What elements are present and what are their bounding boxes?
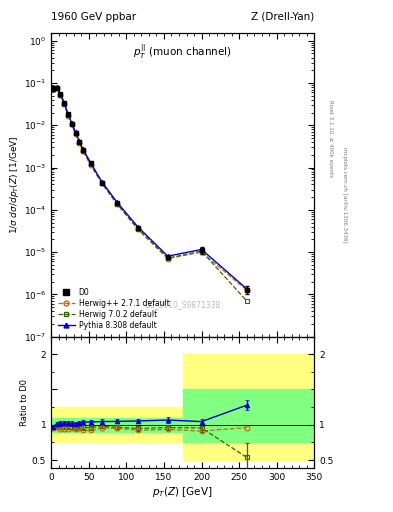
Y-axis label: $1/\sigma\;d\sigma/dp_T(Z)$ [1/GeV]: $1/\sigma\;d\sigma/dp_T(Z)$ [1/GeV] [8, 136, 21, 234]
X-axis label: $p_T(Z)$ [GeV]: $p_T(Z)$ [GeV] [152, 485, 213, 499]
Text: mcplots.cern.ch [arXiv:1306.3436]: mcplots.cern.ch [arXiv:1306.3436] [342, 147, 347, 242]
Text: 1960 GeV ppbar: 1960 GeV ppbar [51, 11, 136, 22]
Text: D0_2010_S9871338: D0_2010_S9871338 [145, 301, 221, 309]
Text: $p_T^{||}$ (muon channel): $p_T^{||}$ (muon channel) [133, 42, 232, 61]
Y-axis label: Ratio to D0: Ratio to D0 [20, 379, 29, 426]
Text: Z (Drell-Yan): Z (Drell-Yan) [251, 11, 314, 22]
Text: Rivet 3.1.10, ≥ 400k events: Rivet 3.1.10, ≥ 400k events [328, 100, 333, 177]
Legend: D0, Herwig++ 2.7.1 default, Herwig 7.0.2 default, Pythia 8.308 default: D0, Herwig++ 2.7.1 default, Herwig 7.0.2… [55, 285, 173, 333]
